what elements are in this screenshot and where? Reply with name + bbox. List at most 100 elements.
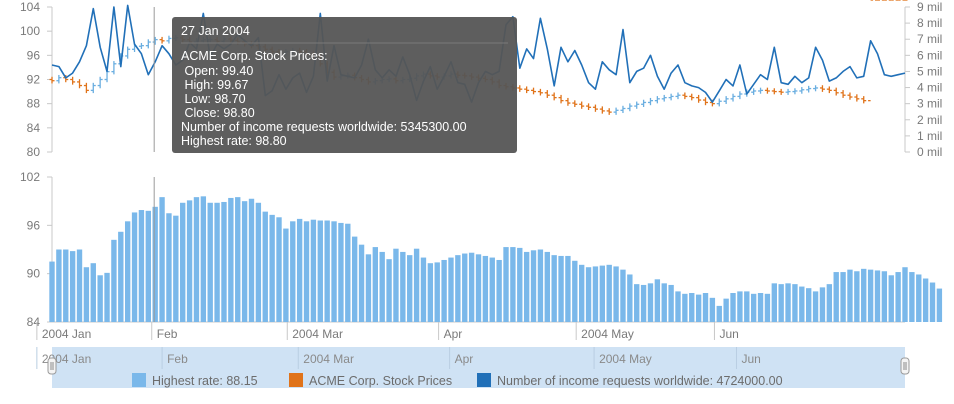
rate-tick-label: 102 [20, 170, 40, 184]
rate-bar [606, 264, 612, 322]
ohlc-bar [682, 92, 688, 100]
volume-tick-label: 7 mil [917, 32, 942, 46]
rate-bar [530, 250, 537, 322]
ohlc-bar [723, 96, 729, 104]
rate-bar [675, 291, 681, 322]
ohlc-bar [544, 90, 550, 98]
tooltip: 27 Jan 2004 ACME Corp. Stock Prices: Ope… [172, 17, 517, 153]
ohlc-bar [537, 88, 543, 96]
rate-bar [83, 267, 90, 322]
rate-bar [723, 298, 729, 322]
volume-tick-label: 8 mil [917, 16, 942, 30]
ohlc-bar [771, 88, 777, 95]
rate-bar [922, 278, 929, 322]
rate-bar [358, 244, 365, 322]
rate-bar [186, 200, 193, 322]
legend-label: Highest rate: 88.15 [152, 374, 258, 388]
rate-bar [799, 286, 805, 322]
rate-bar [510, 247, 516, 322]
ohlc-bar [641, 99, 647, 107]
ohlc-bar [152, 36, 158, 45]
volume-tick-label: 9 mil [917, 0, 942, 14]
ohlc-bar [751, 88, 757, 95]
rate-bar [269, 214, 275, 322]
rate-bar [152, 206, 158, 322]
rate-bar [331, 221, 337, 322]
ohlc-bar [531, 87, 537, 95]
rate-bar [145, 210, 151, 322]
ohlc-bar [159, 36, 165, 44]
rate-bar [372, 247, 378, 322]
ohlc-bar [558, 94, 564, 104]
ohlc-bar [868, 0, 874, 102]
rate-bar [881, 271, 888, 322]
ohlc-bar [551, 92, 557, 101]
rate-tick-label: 84 [27, 315, 41, 329]
rate-bar [771, 283, 777, 322]
rate-bar [441, 259, 447, 322]
ohlc-bar [799, 87, 805, 94]
date-tick-label: 2004 Jan [42, 327, 91, 341]
rate-bar [400, 251, 406, 322]
scroller-tick-label: 2004 May [599, 352, 652, 366]
rate-bar [324, 220, 330, 322]
ohlc-bar [806, 85, 812, 93]
scroller-right-handle[interactable] [900, 357, 910, 375]
date-tick-label: 2004 Mar [292, 327, 343, 341]
legend: Highest rate: 88.15 ACME Corp. Stock Pric… [132, 373, 783, 388]
rate-bar [365, 254, 372, 322]
rate-bar [833, 272, 839, 322]
price-tick-label: 92 [27, 73, 41, 87]
rate-bar [482, 255, 489, 322]
rate-bar [661, 283, 667, 322]
rate-bar [468, 252, 475, 322]
rate-bar [104, 272, 110, 322]
rate-bar [97, 275, 103, 322]
rate-bar [303, 221, 310, 322]
rate-bar [124, 221, 131, 322]
ohlc-bar [668, 93, 674, 101]
rate-bar [173, 215, 179, 322]
tooltip-series-title: ACME Corp. Stock Prices: [181, 49, 328, 63]
rate-bar [867, 269, 874, 322]
date-tick-label: Apr [444, 327, 463, 341]
tooltip-close: Close: 98.80 [181, 106, 255, 120]
tooltip-date: 27 Jan 2004 [181, 24, 250, 38]
legend-swatch [289, 373, 303, 387]
ohlc-bar [703, 97, 709, 106]
rate-bar [296, 218, 303, 322]
rate-bar [806, 288, 812, 322]
rate-bar [716, 305, 722, 322]
price-tick-label: 88 [27, 97, 41, 111]
rate-bar [792, 284, 798, 322]
rate-bar [255, 202, 262, 322]
rate-bar [131, 212, 138, 322]
rate-bar [565, 255, 571, 322]
ohlc-bar [572, 100, 578, 107]
legend-item[interactable]: Number of income requests worldwide: 472… [477, 373, 783, 388]
rate-bar [537, 249, 544, 322]
rate-bar [778, 284, 784, 322]
legend-item[interactable]: Highest rate: 88.15 [132, 373, 258, 388]
rate-bar [248, 198, 255, 322]
rate-bar [180, 202, 186, 322]
volume-tick-label: 2 mil [917, 113, 942, 127]
rate-bar [159, 197, 165, 322]
rate-bar [345, 223, 351, 322]
rate-bar [544, 251, 550, 322]
ohlc-bar [730, 93, 736, 102]
ohlc-bar [758, 87, 764, 94]
rate-bar [262, 211, 268, 322]
scroller-left-handle[interactable] [47, 357, 57, 375]
ohlc-bar [565, 97, 571, 106]
legend-item[interactable]: ACME Corp. Stock Prices [289, 373, 452, 388]
rate-bar [874, 270, 881, 322]
rate-bar [290, 221, 296, 322]
rate-bar [434, 262, 440, 322]
volume-tick-label: 3 mil [917, 97, 942, 111]
ohlc-bar [627, 103, 633, 112]
rate-bar [847, 269, 853, 322]
volume-tick-label: 1 mil [917, 129, 942, 143]
tooltip-rate: Highest rate: 98.80 [181, 134, 287, 148]
